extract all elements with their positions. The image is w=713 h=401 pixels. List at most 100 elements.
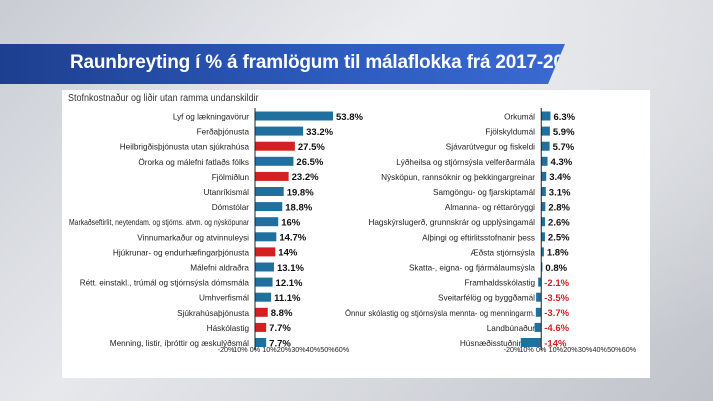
- category-label: Fjölmiðlun: [212, 172, 250, 182]
- value-label: 53.8%: [336, 112, 363, 123]
- category-label: Orkumál: [504, 113, 535, 122]
- x-tick-label: 10%: [233, 345, 248, 354]
- bar: [535, 307, 542, 317]
- x-tick-label: 30%: [291, 345, 306, 354]
- category-label: Landbúnaður: [487, 323, 536, 333]
- category-label: Dómstólar: [212, 203, 250, 212]
- value-label: 3.1%: [549, 187, 571, 198]
- value-label: 2.8%: [548, 202, 570, 213]
- x-tick-label: 20%: [277, 345, 292, 354]
- value-label: 3.4%: [549, 172, 571, 183]
- bar: [255, 292, 272, 302]
- value-label: 5.7%: [553, 142, 575, 153]
- value-label: 19.8%: [287, 187, 314, 198]
- category-label: Markaðseftirlit, neytendam. og stjórns. …: [69, 217, 249, 227]
- bar: [255, 307, 268, 317]
- x-tick-label: 0%: [536, 345, 547, 354]
- chart-svg: Lyf og lækningavörur 53.8% Ferðaþjónusta 33…: [69, 108, 637, 354]
- bar: [541, 111, 551, 121]
- x-tick-label: 40%: [593, 345, 608, 354]
- category-label: Sveitarfélög og byggðamál: [438, 293, 535, 303]
- x-tick-label: 30%: [578, 345, 593, 354]
- value-label: 14.7%: [279, 233, 306, 244]
- chart-panel: Stofnkostnaður og liðir utan ramma undan…: [62, 90, 650, 378]
- value-label: 0.8%: [545, 263, 567, 274]
- category-label: Sjávarútvegur og fiskeldi: [446, 143, 535, 152]
- bar: [541, 156, 548, 166]
- value-label: 23.2%: [292, 172, 319, 183]
- bar: [541, 187, 546, 196]
- value-label: -4.6%: [544, 323, 569, 334]
- category-label: Húsnæðisstuðningur: [460, 338, 535, 348]
- category-label: Vinnumarkaður og atvinnuleysi: [137, 232, 249, 242]
- value-label: 13.1%: [277, 263, 304, 274]
- value-label: 7.7%: [269, 323, 291, 334]
- value-label: 16%: [281, 218, 301, 229]
- x-tick-label: 50%: [607, 345, 622, 354]
- category-label: Alþingi og eftirlitsstofnanir þess: [422, 233, 535, 242]
- x-tick-label: 20%: [563, 345, 578, 354]
- category-label: Samgöngu- og fjarskiptamál: [433, 188, 535, 197]
- x-tick-label: 10%: [262, 345, 277, 354]
- x-tick-label: 60%: [622, 345, 637, 354]
- bar: [536, 292, 542, 302]
- bar: [255, 247, 276, 257]
- bar: [520, 338, 542, 347]
- x-tick-label: 50%: [320, 345, 335, 354]
- category-label: Sjúkrahúsaþjónusta: [177, 309, 249, 318]
- value-label: -14%: [544, 338, 567, 349]
- bar: [541, 217, 546, 227]
- category-label: Rétt. einstakl., trúmál og stjórnsýsla d…: [80, 279, 250, 288]
- x-tick-label: 40%: [306, 345, 321, 354]
- bar: [255, 187, 284, 196]
- category-label: Málefni aldraðra: [190, 263, 249, 273]
- category-label: Menning, listir, íþróttir og æskulýðsmál: [110, 338, 249, 348]
- category-label: Nýsköpun, rannsóknir og þekkingargreinar: [381, 173, 535, 182]
- value-label: 7.7%: [269, 338, 291, 349]
- category-label: Æðsta stjórnsýsla: [470, 247, 535, 257]
- x-tick-label: -20%: [504, 345, 521, 354]
- bar: [255, 277, 273, 287]
- chart-subtitle: Stofnkostnaður og liðir utan ramma undan…: [68, 93, 259, 104]
- category-label: Utanríkismál: [204, 188, 250, 197]
- value-label: 11.1%: [274, 293, 301, 304]
- value-label: 33.2%: [306, 127, 333, 138]
- bar: [255, 111, 334, 121]
- category-label: Örorka og málefni fatlaðs fólks: [138, 157, 249, 167]
- value-label: 18.8%: [285, 202, 312, 213]
- bar: [541, 202, 546, 212]
- category-label: Hagskýrslugerð, grunnskrár og upplýsinga…: [368, 217, 535, 227]
- bar: [538, 277, 542, 287]
- category-label: Fjölskyldumál: [485, 128, 535, 137]
- value-label: -2.1%: [544, 278, 569, 289]
- category-label: Lýðheilsa og stjórnsýsla velferðarmála: [396, 157, 535, 167]
- category-label: Heilbrigðisþjónusta utan sjúkrahúsa: [120, 142, 250, 152]
- value-label: 12.1%: [276, 278, 303, 289]
- category-label: Hjúkrunar- og endurhæfingarþjónusta: [113, 248, 250, 257]
- x-tick-label: 0%: [250, 345, 261, 354]
- value-label: 14%: [278, 248, 298, 259]
- bar: [541, 141, 550, 151]
- bar: [541, 171, 547, 181]
- category-label: Skatta-, eigna- og fjármálaumsýsla: [409, 264, 535, 273]
- value-label: 27.5%: [298, 142, 325, 153]
- value-label: 6.3%: [553, 112, 575, 123]
- x-tick-label: 10%: [549, 345, 564, 354]
- x-tick-label: -20%: [218, 345, 235, 354]
- bar: [255, 126, 304, 136]
- x-tick-label: 60%: [335, 345, 350, 354]
- bar: [255, 202, 283, 212]
- value-label: 5.9%: [553, 127, 575, 138]
- bar: [541, 262, 543, 272]
- category-label: Önnur skólastig og stjórnsýsla mennta- o…: [345, 308, 535, 318]
- value-label: -3.5%: [544, 293, 569, 304]
- bar: [255, 262, 274, 272]
- x-tick-label: 10%: [519, 345, 534, 354]
- value-label: 26.5%: [296, 157, 323, 168]
- bar: [255, 217, 279, 227]
- value-label: 2.5%: [548, 233, 570, 244]
- value-label: 2.6%: [548, 218, 570, 229]
- bar: [541, 126, 550, 136]
- category-label: Háskólastig: [207, 324, 250, 333]
- value-label: 1.8%: [547, 248, 569, 259]
